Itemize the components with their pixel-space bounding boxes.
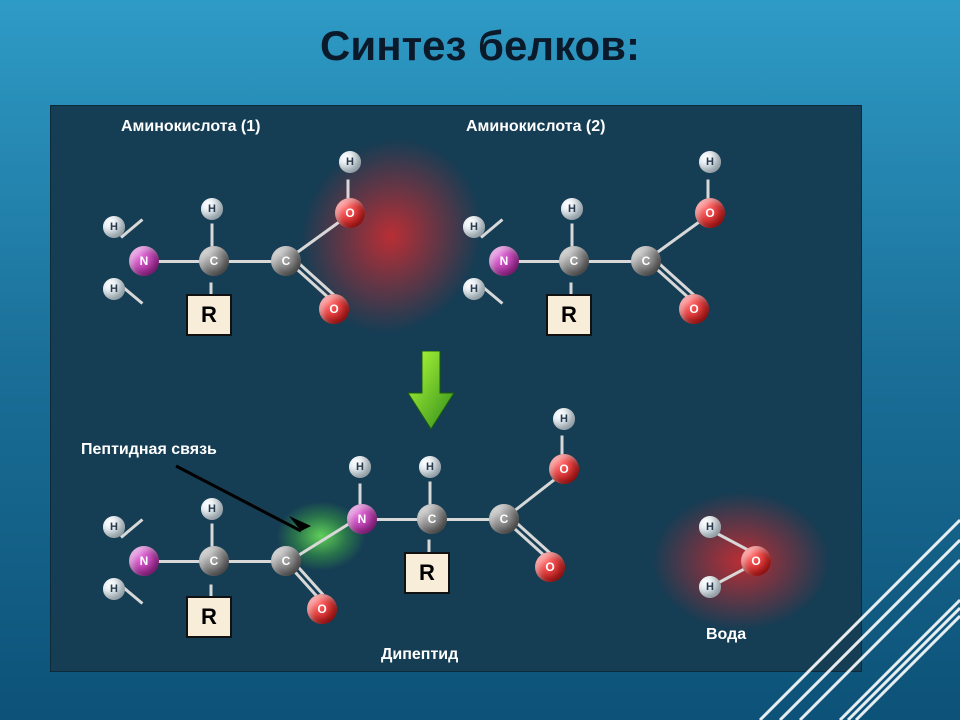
atom-hydrogen: H	[339, 151, 361, 173]
atom-hydrogen: H	[201, 198, 223, 220]
bond	[716, 532, 748, 551]
atom-nitrogen: N	[129, 546, 159, 576]
atom-carbon: C	[489, 504, 519, 534]
label-peptide-bond: Пептидная связь	[81, 441, 217, 459]
label-dipeptide: Дипептид	[381, 646, 458, 664]
atom-carbon: C	[271, 246, 301, 276]
atom-oxygen: O	[679, 294, 709, 324]
atom-hydrogen: H	[103, 578, 125, 600]
atom-hydrogen: H	[553, 408, 575, 430]
atom-nitrogen: N	[489, 246, 519, 276]
r-group: R	[546, 294, 592, 336]
atom-hydrogen: H	[201, 498, 223, 520]
atom-hydrogen: H	[699, 576, 721, 598]
bond	[511, 260, 566, 263]
label-water: Вода	[706, 626, 746, 644]
atom-oxygen: O	[549, 454, 579, 484]
atom-carbon: C	[559, 246, 589, 276]
atom-carbon: C	[417, 504, 447, 534]
bond	[292, 219, 342, 257]
atom-carbon: C	[199, 546, 229, 576]
atom-oxygen: O	[741, 546, 771, 576]
bond	[652, 219, 702, 257]
atom-carbon: C	[631, 246, 661, 276]
atom-hydrogen: H	[699, 151, 721, 173]
atom-carbon: C	[271, 546, 301, 576]
page-title: Синтез белков:	[0, 22, 960, 70]
atom-oxygen: O	[535, 552, 565, 582]
atom-hydrogen: H	[103, 516, 125, 538]
arrow-reaction-icon	[406, 351, 456, 431]
atom-nitrogen: N	[129, 246, 159, 276]
atom-hydrogen: H	[349, 456, 371, 478]
atom-hydrogen: H	[419, 456, 441, 478]
atom-hydrogen: H	[103, 216, 125, 238]
r-group: R	[186, 596, 232, 638]
label-amino-2: Аминокислота (2)	[466, 118, 605, 136]
label-amino-1: Аминокислота (1)	[121, 118, 260, 136]
atom-oxygen: O	[695, 198, 725, 228]
atom-hydrogen: H	[463, 278, 485, 300]
bond	[151, 560, 206, 563]
atom-oxygen: O	[319, 294, 349, 324]
atom-oxygen: O	[335, 198, 365, 228]
r-group: R	[404, 552, 450, 594]
atom-hydrogen: H	[699, 516, 721, 538]
bond	[151, 260, 206, 263]
slide: Синтез белков: Аминокислота (1) Аминокис…	[0, 0, 960, 720]
atom-nitrogen: N	[347, 504, 377, 534]
bond	[223, 560, 278, 563]
bond	[298, 262, 337, 298]
diagram-panel: Аминокислота (1) Аминокислота (2) Пептид…	[50, 105, 862, 672]
arrow-peptide-icon	[171, 461, 331, 551]
bond	[441, 518, 496, 521]
atom-hydrogen: H	[103, 278, 125, 300]
bond	[658, 262, 697, 298]
bond	[510, 478, 556, 515]
atom-carbon: C	[199, 246, 229, 276]
bond	[223, 260, 278, 263]
bond	[583, 260, 638, 263]
atom-oxygen: O	[307, 594, 337, 624]
r-group: R	[186, 294, 232, 336]
bond	[514, 520, 553, 556]
atom-hydrogen: H	[463, 216, 485, 238]
atom-hydrogen: H	[561, 198, 583, 220]
